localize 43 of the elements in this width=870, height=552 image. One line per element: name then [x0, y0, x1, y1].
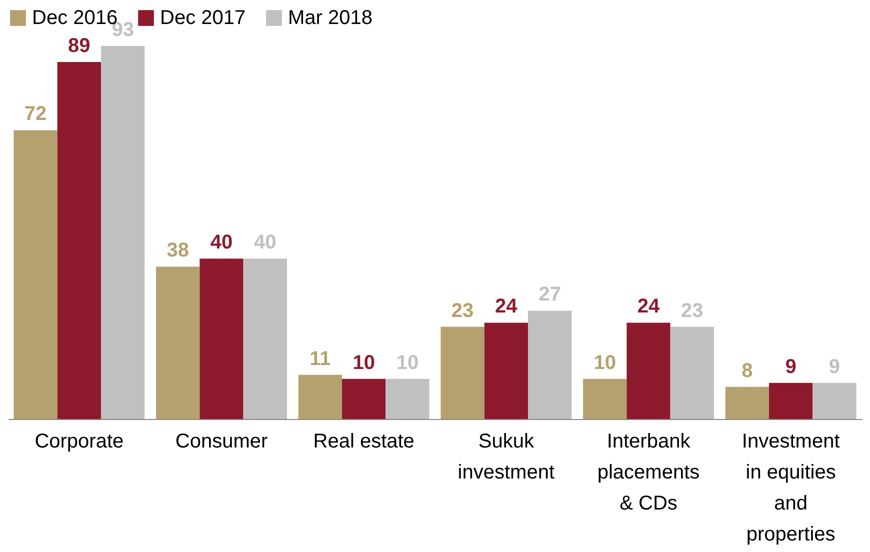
data-label: 8 [742, 360, 753, 382]
data-label: 27 [538, 284, 561, 306]
data-label: 40 [254, 232, 276, 254]
bar [440, 326, 484, 419]
bar [484, 322, 528, 419]
data-label: 89 [68, 35, 90, 58]
bar [670, 326, 714, 419]
x-tick-label: Corporate [34, 430, 124, 452]
data-label: 24 [495, 296, 518, 318]
data-label: 10 [352, 352, 375, 374]
data-label: 9 [785, 356, 796, 378]
data-label: 38 [166, 240, 189, 262]
x-tick-label: Interbank placements & CDs [597, 430, 700, 514]
data-label: 24 [637, 296, 660, 318]
data-label: 72 [24, 103, 47, 126]
bar [100, 46, 145, 419]
data-label: 40 [210, 232, 233, 254]
data-label: 23 [451, 300, 474, 322]
bar [342, 378, 386, 419]
bar [298, 374, 342, 419]
legend-label: Mar 2018 [288, 7, 372, 29]
bar [812, 382, 856, 419]
data-label: 23 [681, 300, 704, 322]
x-tick-label: Sukuk investment [458, 430, 555, 484]
bar [200, 258, 244, 419]
bar [626, 322, 670, 419]
x-tick-label: Investment in equities and properties [742, 430, 840, 546]
bar [725, 386, 770, 419]
bar [528, 310, 572, 419]
bar [14, 130, 58, 419]
x-tick-label: Real estate [313, 430, 414, 452]
data-label: 10 [396, 352, 419, 374]
data-label: 11 [310, 348, 331, 370]
x-tick-label: Consumer [175, 430, 268, 452]
data-label: 9 [828, 356, 840, 378]
bar [156, 266, 200, 419]
data-label: 10 [594, 352, 616, 374]
bar [769, 382, 813, 419]
bar [57, 62, 101, 419]
legend-label: Dec 2017 [160, 7, 246, 29]
bar [386, 378, 430, 419]
bar [243, 258, 287, 419]
bar [583, 378, 627, 419]
